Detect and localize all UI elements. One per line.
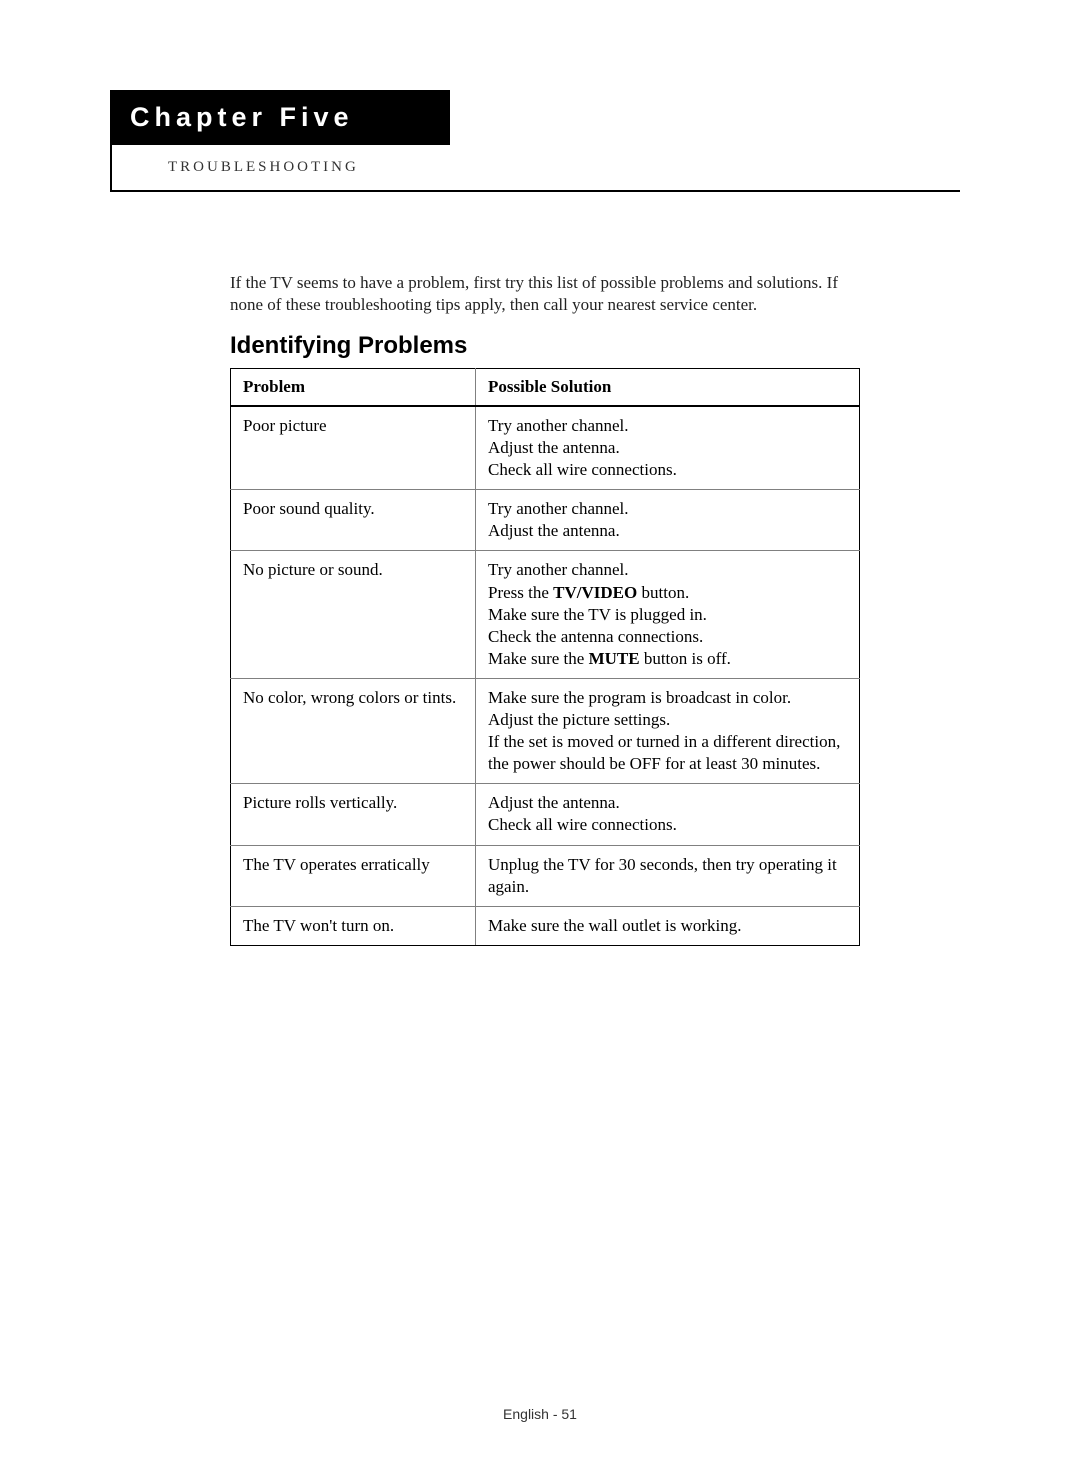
intro-paragraph: If the TV seems to have a problem, first… (230, 272, 860, 316)
chapter-header: Chapter Five TROUBLESHOOTING (110, 90, 450, 192)
table-header-row: Problem Possible Solution (231, 369, 860, 407)
table-row: The TV won't turn on.Make sure the wall … (231, 906, 860, 945)
solution-cell: Adjust the antenna.Check all wire connec… (476, 784, 860, 845)
table-row: The TV operates erraticallyUnplug the TV… (231, 845, 860, 906)
solution-cell: Make sure the wall outlet is working. (476, 906, 860, 945)
col-header-solution: Possible Solution (476, 369, 860, 407)
chapter-subtitle: TROUBLESHOOTING (110, 145, 450, 192)
solution-cell: Make sure the program is broadcast in co… (476, 678, 860, 783)
solution-cell: Unplug the TV for 30 seconds, then try o… (476, 845, 860, 906)
problem-cell: No picture or sound. (231, 551, 476, 678)
problem-cell: Poor sound quality. (231, 490, 476, 551)
table-row: Picture rolls vertically.Adjust the ante… (231, 784, 860, 845)
table-row: Poor pictureTry another channel.Adjust t… (231, 406, 860, 490)
solution-cell: Try another channel.Adjust the antenna.C… (476, 406, 860, 490)
table-row: Poor sound quality.Try another channel.A… (231, 490, 860, 551)
problem-cell: No color, wrong colors or tints. (231, 678, 476, 783)
problem-cell: The TV won't turn on. (231, 906, 476, 945)
chapter-title: Chapter Five (110, 90, 450, 145)
table-row: No color, wrong colors or tints.Make sur… (231, 678, 860, 783)
troubleshooting-table: Problem Possible Solution Poor pictureTr… (230, 368, 860, 946)
problem-cell: The TV operates erratically (231, 845, 476, 906)
solution-cell: Try another channel.Press the TV/VIDEO b… (476, 551, 860, 678)
col-header-problem: Problem (231, 369, 476, 407)
table-row: No picture or sound.Try another channel.… (231, 551, 860, 678)
problem-cell: Picture rolls vertically. (231, 784, 476, 845)
solution-cell: Try another channel.Adjust the antenna. (476, 490, 860, 551)
problem-cell: Poor picture (231, 406, 476, 490)
section-heading: Identifying Problems (230, 332, 467, 360)
page-footer: English - 51 (0, 1406, 1080, 1422)
